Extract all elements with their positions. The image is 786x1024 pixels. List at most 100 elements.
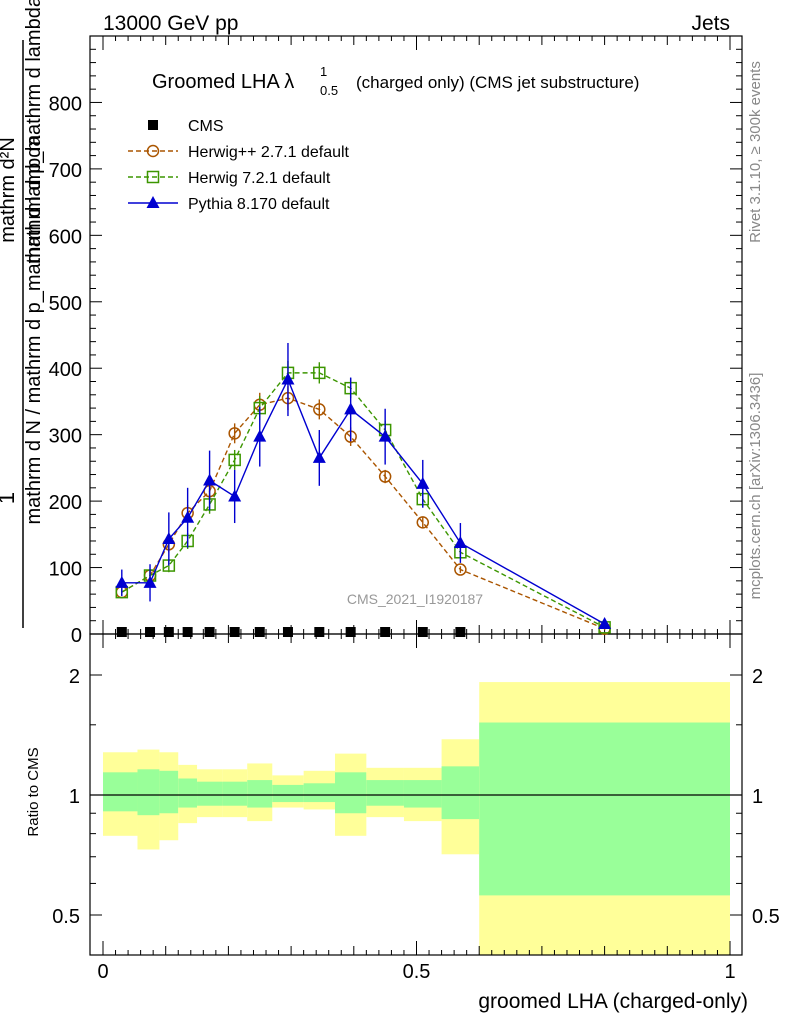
y-tick-label: 200 xyxy=(49,492,82,514)
ratio-tick-label-right: 0.5 xyxy=(752,906,780,928)
data-point-pythia xyxy=(281,372,295,385)
data-point-cms xyxy=(417,627,428,638)
analysis-watermark: CMS_2021_I1920187 xyxy=(347,591,483,607)
data-point-cms xyxy=(314,627,325,638)
data-point-cms xyxy=(204,627,215,638)
data-point-cms xyxy=(163,627,174,638)
legend-marker-cms xyxy=(148,120,158,130)
y-label-prefix: 1 xyxy=(0,492,19,504)
data-point-pythia xyxy=(312,450,326,463)
ratio-inner-band-bin xyxy=(441,766,480,820)
data-point-herwigpp xyxy=(378,470,392,483)
ratio-tick-label-right: 2 xyxy=(752,666,763,688)
ratio-inner-band-bin xyxy=(479,722,730,896)
data-point-pythia xyxy=(115,575,129,588)
series-pythia xyxy=(115,342,612,630)
y-tick-label: 700 xyxy=(49,160,82,182)
y-label-numerator: mathrm d²N xyxy=(0,137,19,243)
ratio-y-ticks: 0.5 0.5 1 1 2 2 xyxy=(52,666,780,928)
data-point-herwigpp xyxy=(416,516,430,529)
y-tick-label: 800 xyxy=(49,93,82,115)
header-left-label: 13000 GeV pp xyxy=(103,12,238,35)
y-axis-label: 1 mathrm d N / mathrm d p_mathrm d lambd… xyxy=(0,0,45,628)
legend: CMS Herwig++ 2.7.1 default Herwig 7.2.1 de… xyxy=(128,118,350,213)
legend-marker-herwig7 xyxy=(146,170,160,184)
x-axis-label: groomed LHA (charged-only) xyxy=(478,990,748,1013)
data-point-herwig7 xyxy=(228,453,241,467)
ratio-y-axis-label: Ratio to CMS xyxy=(25,747,42,836)
data-point-herwigpp xyxy=(454,563,467,576)
series-cms xyxy=(116,627,466,638)
data-point-cms xyxy=(254,627,265,638)
data-point-pythia xyxy=(598,617,612,630)
ratio-tick-label-left: 0.5 xyxy=(52,906,80,928)
ratio-inner-band-bin xyxy=(137,769,160,816)
ratio-inner-band-bin xyxy=(178,778,198,808)
x-tick-label: 0 xyxy=(97,961,108,983)
data-point-pythia xyxy=(181,510,195,523)
data-point-cms xyxy=(380,627,391,638)
legend-label-cms: CMS xyxy=(188,118,224,135)
header-right-label: Jets xyxy=(691,12,730,35)
y-tick-label: 300 xyxy=(49,426,82,448)
data-point-cms xyxy=(345,627,356,638)
data-point-herwig7 xyxy=(313,366,326,380)
side-text-rivet: Rivet 3.1.10, ≥ 300k events xyxy=(747,61,764,243)
legend-label-herwig7: Herwig 7.2.1 default xyxy=(188,170,331,187)
data-point-pythia xyxy=(203,473,217,486)
ratio-bands xyxy=(103,682,730,955)
ratio-inner-band-bin xyxy=(334,772,367,814)
ratio-tick-label-right: 1 xyxy=(752,786,763,808)
chart-title-sub: 0.5 xyxy=(320,83,338,98)
y-label-main: mathrm d N / mathrm d p_mathrm d lambda xyxy=(23,135,45,525)
y-tick-label: 400 xyxy=(49,359,82,381)
legend-marker-herwigpp xyxy=(146,144,160,158)
chart-title: Groomed LHA λ 1 0.5 (charged only) (CMS … xyxy=(152,64,639,98)
ratio-inner-band-bin xyxy=(272,784,304,803)
data-point-herwigpp xyxy=(313,403,326,416)
ratio-inner-band-bin xyxy=(403,780,442,808)
ratio-tick-label-left: 2 xyxy=(69,666,80,688)
ratio-inner-band-bin xyxy=(247,780,273,808)
data-point-pythia xyxy=(416,476,430,489)
ratio-tick-label-left: 1 xyxy=(69,786,80,808)
y-tick-label: 500 xyxy=(49,293,82,315)
y-tick-label: 100 xyxy=(49,559,82,581)
data-point-cms xyxy=(455,627,466,638)
x-tick-label: 0.5 xyxy=(403,961,431,983)
main-y-ticks: 0 100 200 300 400 500 600 700 800 xyxy=(49,48,742,647)
ratio-inner-band-bin xyxy=(303,783,335,803)
side-text-mcplots: mcplots.cern.ch [arXiv:1306.3436] xyxy=(747,373,764,600)
data-point-cms xyxy=(282,627,293,638)
ratio-inner-band-bin xyxy=(103,772,138,812)
data-point-cms xyxy=(229,627,240,638)
y-tick-label: 600 xyxy=(49,226,82,248)
chart-title-main: Groomed LHA λ xyxy=(152,71,294,93)
ratio-inner-band-bin xyxy=(366,780,404,806)
y-tick-label: 0 xyxy=(71,625,82,647)
series-line-herwig7 xyxy=(121,372,605,628)
series-line-pythia xyxy=(121,377,605,625)
x-tick-label: 1 xyxy=(724,961,735,983)
legend-marker-pythia xyxy=(146,196,160,208)
data-point-pythia xyxy=(344,402,358,415)
data-point-herwigpp xyxy=(228,427,241,440)
data-point-pythia xyxy=(228,489,242,502)
legend-label-pythia: Pythia 8.170 default xyxy=(188,196,330,213)
data-point-cms xyxy=(182,627,193,638)
data-point-pythia xyxy=(378,429,392,442)
ratio-inner-band-bin xyxy=(159,770,179,814)
ratio-inner-band-bin xyxy=(222,781,248,806)
data-point-pythia xyxy=(162,531,176,544)
data-point-cms xyxy=(145,627,156,638)
data-point-pythia xyxy=(253,429,267,442)
legend-label-herwigpp: Herwig++ 2.7.1 default xyxy=(188,144,350,161)
ratio-inner-band-bin xyxy=(197,781,223,806)
y-label-denominator: mathrm d p_mathrm d lambda xyxy=(23,0,45,264)
chart-title-sup: 1 xyxy=(320,64,327,79)
data-point-cms xyxy=(116,627,127,638)
data-point-pythia xyxy=(143,575,157,588)
data-point-pythia xyxy=(453,535,467,548)
chart-title-rest: (charged only) (CMS jet substructure) xyxy=(356,73,639,92)
